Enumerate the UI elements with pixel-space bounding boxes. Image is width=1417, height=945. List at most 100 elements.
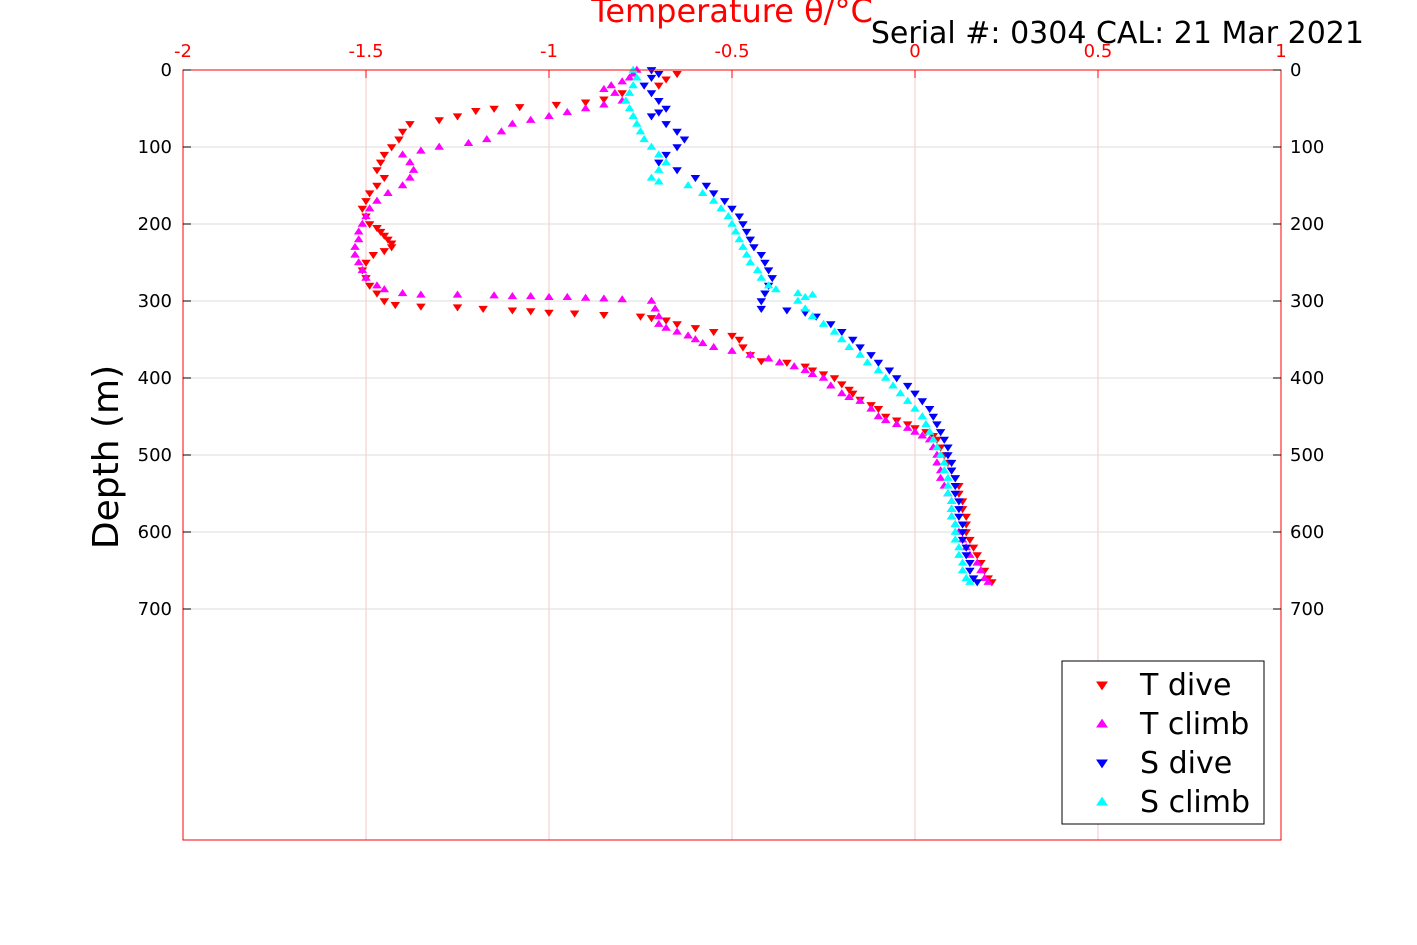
data-point xyxy=(800,292,810,300)
data-point xyxy=(884,367,895,375)
data-point xyxy=(646,74,657,83)
data-point xyxy=(624,104,635,112)
data-point xyxy=(379,232,390,240)
data-point xyxy=(972,579,982,587)
data-point xyxy=(950,535,961,543)
data-point xyxy=(976,566,986,574)
data-point xyxy=(397,128,408,136)
data-point xyxy=(771,285,781,293)
data-point xyxy=(463,138,474,146)
data-point xyxy=(364,282,375,290)
data-point xyxy=(661,121,671,129)
data-point xyxy=(855,350,865,358)
series-s-climb xyxy=(621,65,975,585)
data-point xyxy=(946,496,957,505)
data-point xyxy=(679,136,690,144)
data-point xyxy=(650,304,660,312)
data-point xyxy=(965,567,975,575)
chart-title: Temperature θ/°C xyxy=(590,0,873,30)
data-point xyxy=(935,473,946,481)
data-point xyxy=(954,550,964,558)
data-point xyxy=(632,119,642,127)
data-point xyxy=(774,358,785,366)
data-point xyxy=(957,521,968,529)
data-point xyxy=(353,258,364,266)
data-point xyxy=(855,344,865,352)
data-point xyxy=(452,113,463,121)
data-point xyxy=(372,290,382,298)
data-point xyxy=(829,327,840,335)
data-point xyxy=(599,84,609,93)
data-point xyxy=(862,358,873,366)
data-point xyxy=(968,544,979,552)
data-point xyxy=(672,144,682,152)
data-point xyxy=(390,302,401,310)
y-tick-label-left: 400 xyxy=(138,368,172,389)
data-point xyxy=(525,115,536,123)
data-point xyxy=(569,310,580,318)
data-point xyxy=(361,259,371,267)
data-point xyxy=(943,489,953,497)
data-point xyxy=(793,288,803,297)
data-point xyxy=(624,73,635,81)
data-point xyxy=(924,427,935,435)
data-point xyxy=(965,577,975,585)
data-point xyxy=(525,308,536,316)
y-tick-label-right: 500 xyxy=(1290,445,1324,466)
x-tick-label: 1 xyxy=(1275,41,1286,62)
data-point xyxy=(730,227,741,235)
data-point xyxy=(701,182,712,190)
data-point xyxy=(957,529,968,537)
data-point xyxy=(697,188,708,197)
data-point xyxy=(917,412,928,420)
data-point xyxy=(617,295,627,303)
data-point xyxy=(910,427,920,435)
data-point xyxy=(895,389,906,397)
data-point xyxy=(617,77,627,85)
data-point xyxy=(946,467,957,475)
data-point xyxy=(599,96,609,104)
data-point xyxy=(507,119,518,127)
data-point xyxy=(646,113,657,121)
y-tick-label-right: 600 xyxy=(1290,522,1324,543)
x-tick-label: -1.5 xyxy=(348,41,383,62)
x-axis-ticks: -2 -1.5 -1 -0.5 0 0.5 1 xyxy=(174,41,1287,78)
data-point xyxy=(408,165,419,173)
data-point xyxy=(489,291,499,299)
data-point xyxy=(507,292,518,300)
data-point xyxy=(954,513,964,521)
data-point xyxy=(734,336,745,344)
data-point xyxy=(562,108,573,116)
data-point xyxy=(939,436,950,444)
data-point xyxy=(364,190,375,198)
data-point xyxy=(756,251,767,260)
data-point xyxy=(690,174,701,183)
data-point xyxy=(394,136,404,144)
data-point xyxy=(972,558,982,566)
data-point xyxy=(361,211,371,220)
data-point xyxy=(599,294,609,302)
data-point xyxy=(946,459,957,468)
data-point xyxy=(910,390,920,398)
data-point xyxy=(928,435,939,443)
data-point xyxy=(866,352,876,360)
y-tick-label-left: 0 xyxy=(161,60,172,81)
data-point xyxy=(917,398,928,406)
data-point xyxy=(968,575,979,583)
data-point xyxy=(379,298,390,306)
data-point xyxy=(654,177,664,185)
data-point xyxy=(932,421,942,429)
data-point xyxy=(544,309,554,317)
data-point xyxy=(837,389,847,397)
data-point xyxy=(580,293,591,301)
data-point xyxy=(379,174,390,183)
x-tick-label: -0.5 xyxy=(714,41,749,62)
data-point xyxy=(756,305,767,314)
data-point xyxy=(621,96,631,104)
data-point xyxy=(800,304,810,312)
data-point xyxy=(837,381,847,389)
series-t-climb xyxy=(350,65,993,585)
data-point xyxy=(756,298,767,306)
data-point xyxy=(789,362,799,370)
